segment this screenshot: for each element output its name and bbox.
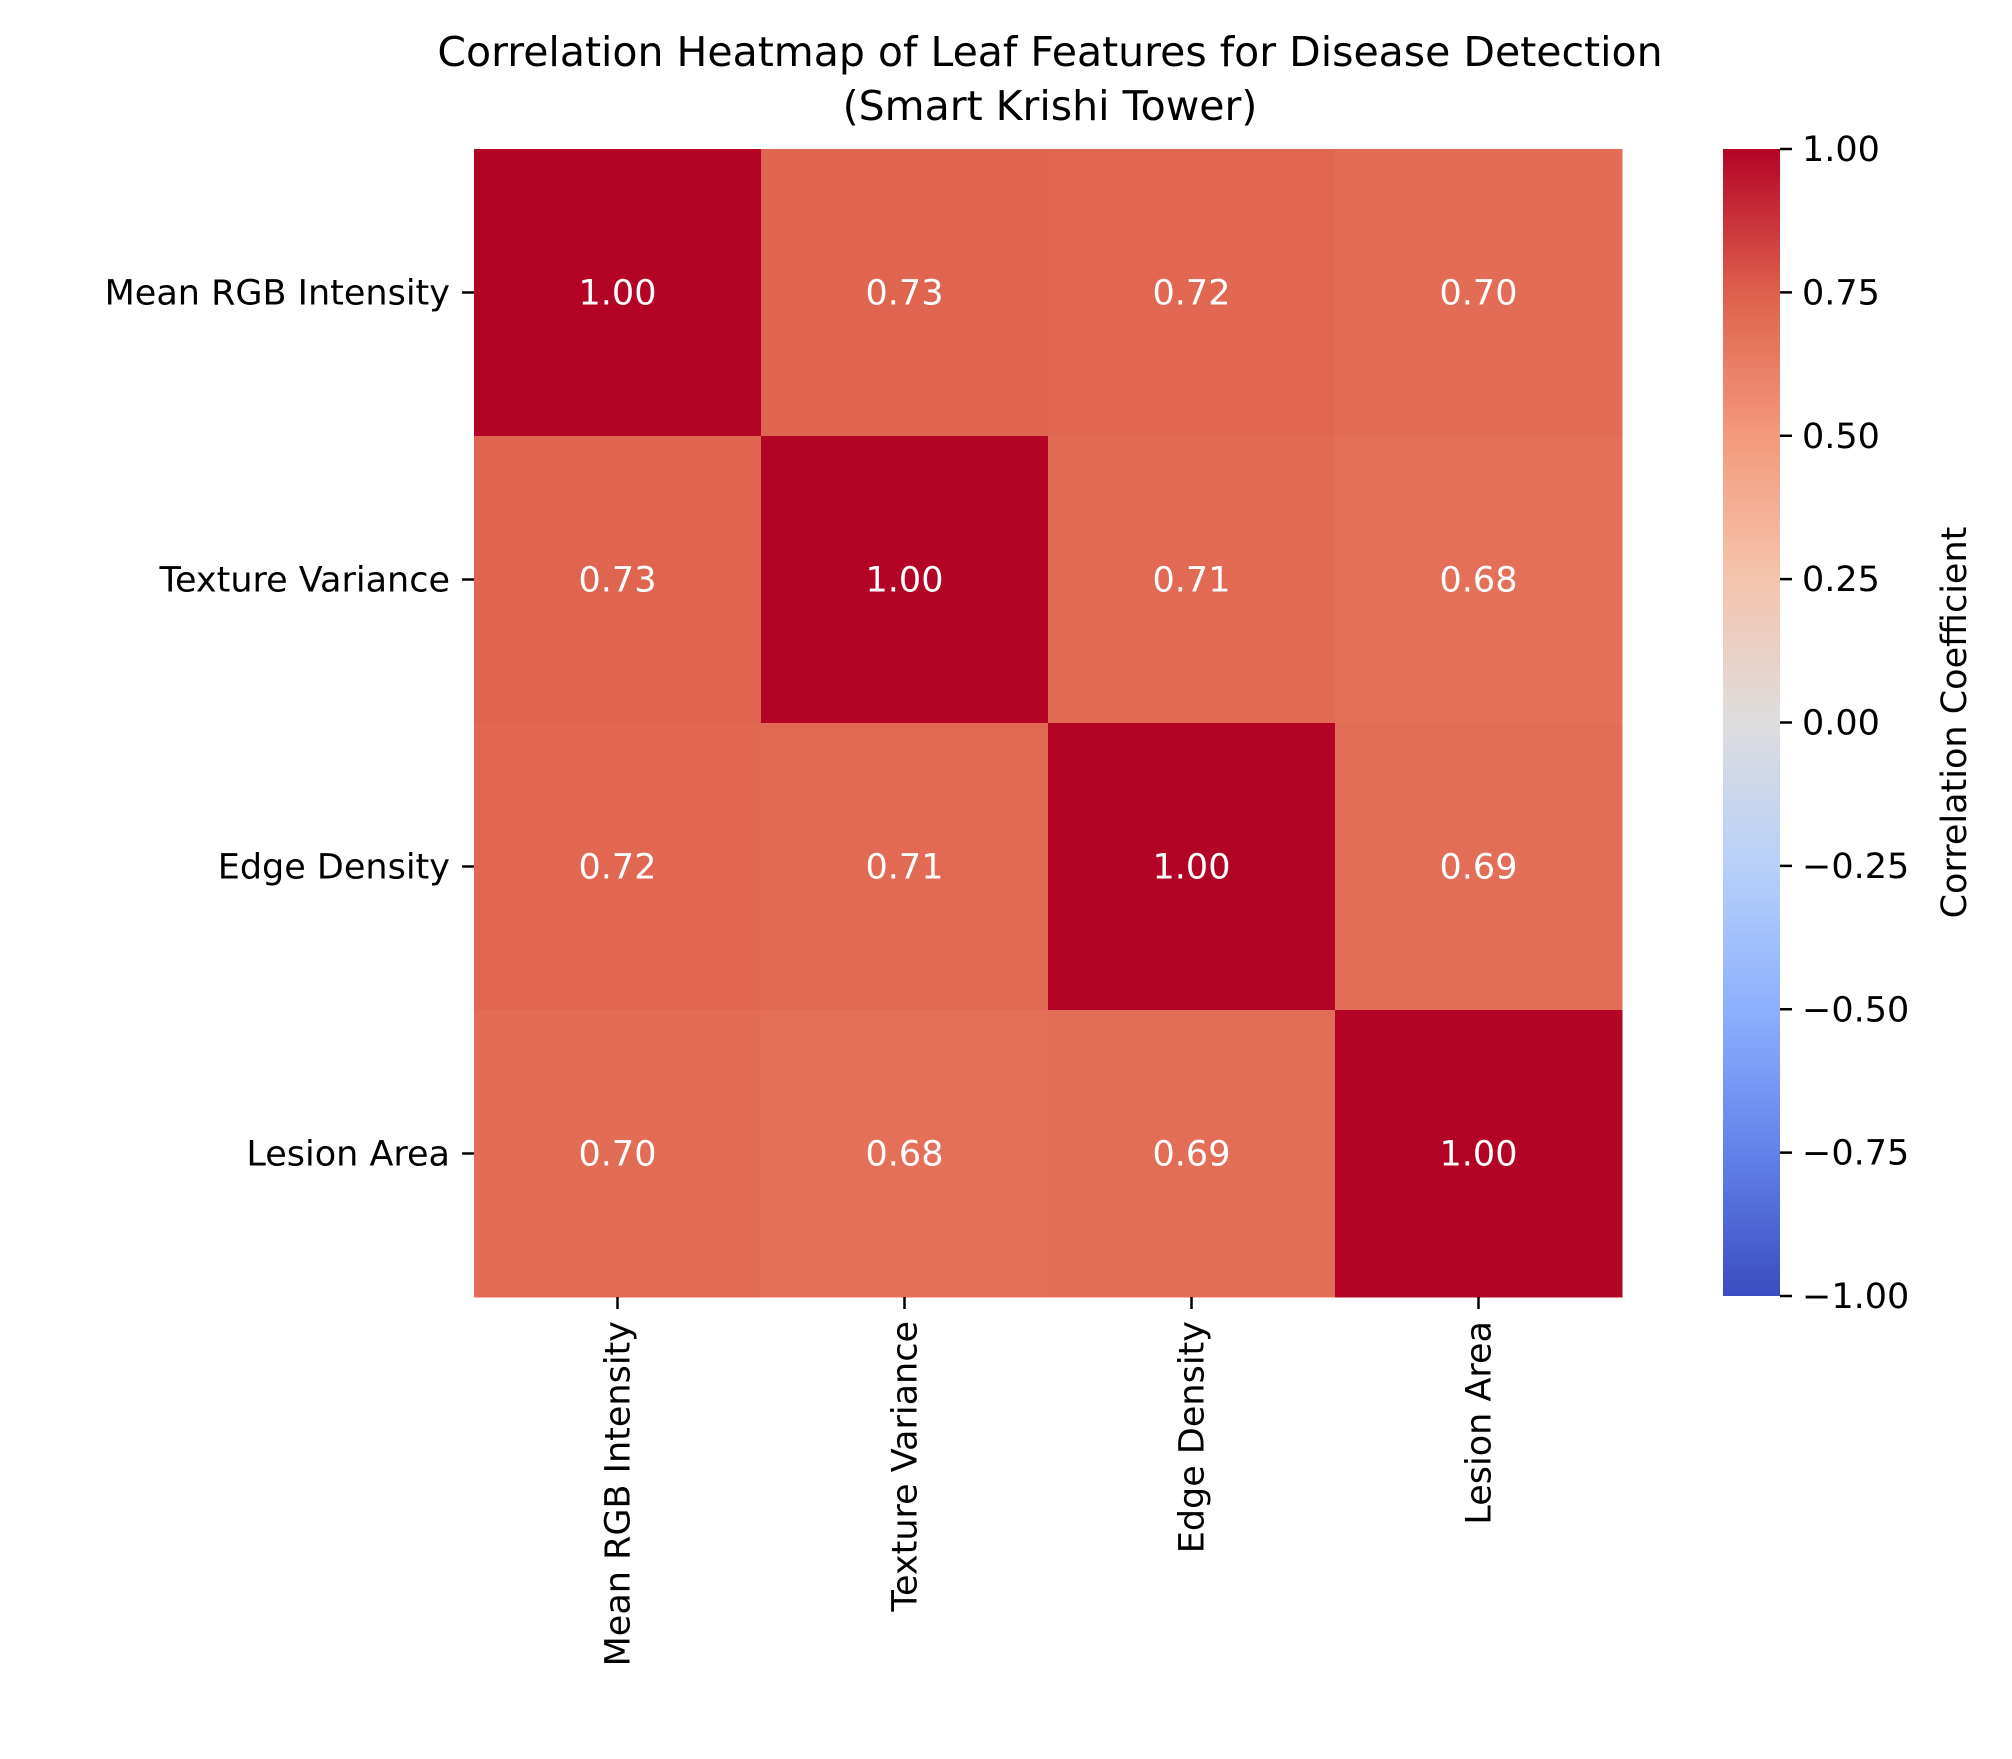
colorbar-tick-label: −0.50 (1802, 990, 1909, 1030)
colorbar-tick-label: −0.75 (1802, 1134, 1909, 1174)
chart-subtitle: (Smart Krishi Tower) (843, 82, 1258, 130)
cell-value: 0.68 (866, 1135, 944, 1175)
y-tick-label: Mean RGB Intensity (105, 274, 450, 314)
heatmap-cell (474, 1010, 762, 1298)
cell-annotations: 1.00 0.73 0.72 0.70 0.73 1.00 0.71 0.68 0.72 0.71… (579, 274, 1518, 1175)
cell-value: 1.00 (1440, 1135, 1518, 1175)
colorbar-gradient (1723, 149, 1780, 1296)
y-tick-label: Lesion Area (246, 1135, 450, 1175)
y-tick-label: Texture Variance (159, 561, 450, 601)
colorbar-tick-label: −0.25 (1802, 847, 1909, 887)
cell-value: 1.00 (866, 561, 944, 601)
heatmap-cell (1048, 723, 1336, 1011)
cell-value: 0.73 (866, 274, 944, 314)
colorbar: 1.00 0.75 0.50 0.25 0.00 −0.25 −0.50 −0.75 −1.00… (1723, 130, 1975, 1317)
cell-value: 0.70 (1440, 274, 1518, 314)
x-tick-label: Lesion Area (1460, 1321, 1500, 1525)
heatmap-cell (474, 723, 762, 1011)
cell-value: 0.68 (1440, 561, 1518, 601)
heatmap-cell (761, 1010, 1049, 1298)
heatmap-cell (1335, 723, 1623, 1011)
heatmap-cell (1048, 1010, 1336, 1298)
colorbar-tick-label: 0.25 (1802, 560, 1880, 600)
heatmap-cell (761, 149, 1049, 437)
heatmap-cells (474, 149, 1623, 1298)
x-tick-label: Edge Density (1173, 1321, 1213, 1553)
colorbar-tick-label: 0.50 (1802, 417, 1880, 457)
cell-value: 1.00 (579, 274, 657, 314)
x-tick-label: Mean RGB Intensity (599, 1321, 639, 1666)
cell-value: 0.71 (866, 848, 944, 888)
y-tick-label: Edge Density (218, 848, 450, 888)
heatmap-cell (1048, 149, 1336, 437)
heatmap-cell (1335, 1010, 1623, 1298)
cell-value: 0.70 (579, 1135, 657, 1175)
cell-value: 0.72 (579, 848, 657, 888)
heatmap-cell (1335, 436, 1623, 724)
heatmap-cell (1048, 436, 1336, 724)
colorbar-tick-label: 0.00 (1802, 704, 1880, 744)
x-tick-label: Texture Variance (886, 1321, 926, 1612)
colorbar-tick-label: −1.00 (1802, 1277, 1909, 1317)
cell-value: 0.69 (1440, 848, 1518, 888)
cell-value: 0.71 (1153, 561, 1231, 601)
heatmap-cell (1335, 149, 1623, 437)
chart-title: Correlation Heatmap of Leaf Features for… (437, 28, 1662, 76)
y-axis: Mean RGB Intensity Texture Variance Edge D… (105, 274, 474, 1175)
x-axis: Mean RGB Intensity Texture Variance Edge D… (599, 1297, 1500, 1666)
colorbar-tick-label: 0.75 (1802, 273, 1880, 313)
heatmap-cell (761, 436, 1049, 724)
heatmap-cell (474, 149, 762, 437)
heatmap-cell (761, 723, 1049, 1011)
colorbar-tick-label: 1.00 (1802, 130, 1880, 170)
heatmap-cell (474, 436, 762, 724)
colorbar-label: Correlation Coefficient (1935, 527, 1975, 919)
cell-value: 0.69 (1153, 1135, 1231, 1175)
cell-value: 1.00 (1153, 848, 1231, 888)
cell-value: 0.72 (1153, 274, 1231, 314)
cell-value: 0.73 (579, 561, 657, 601)
